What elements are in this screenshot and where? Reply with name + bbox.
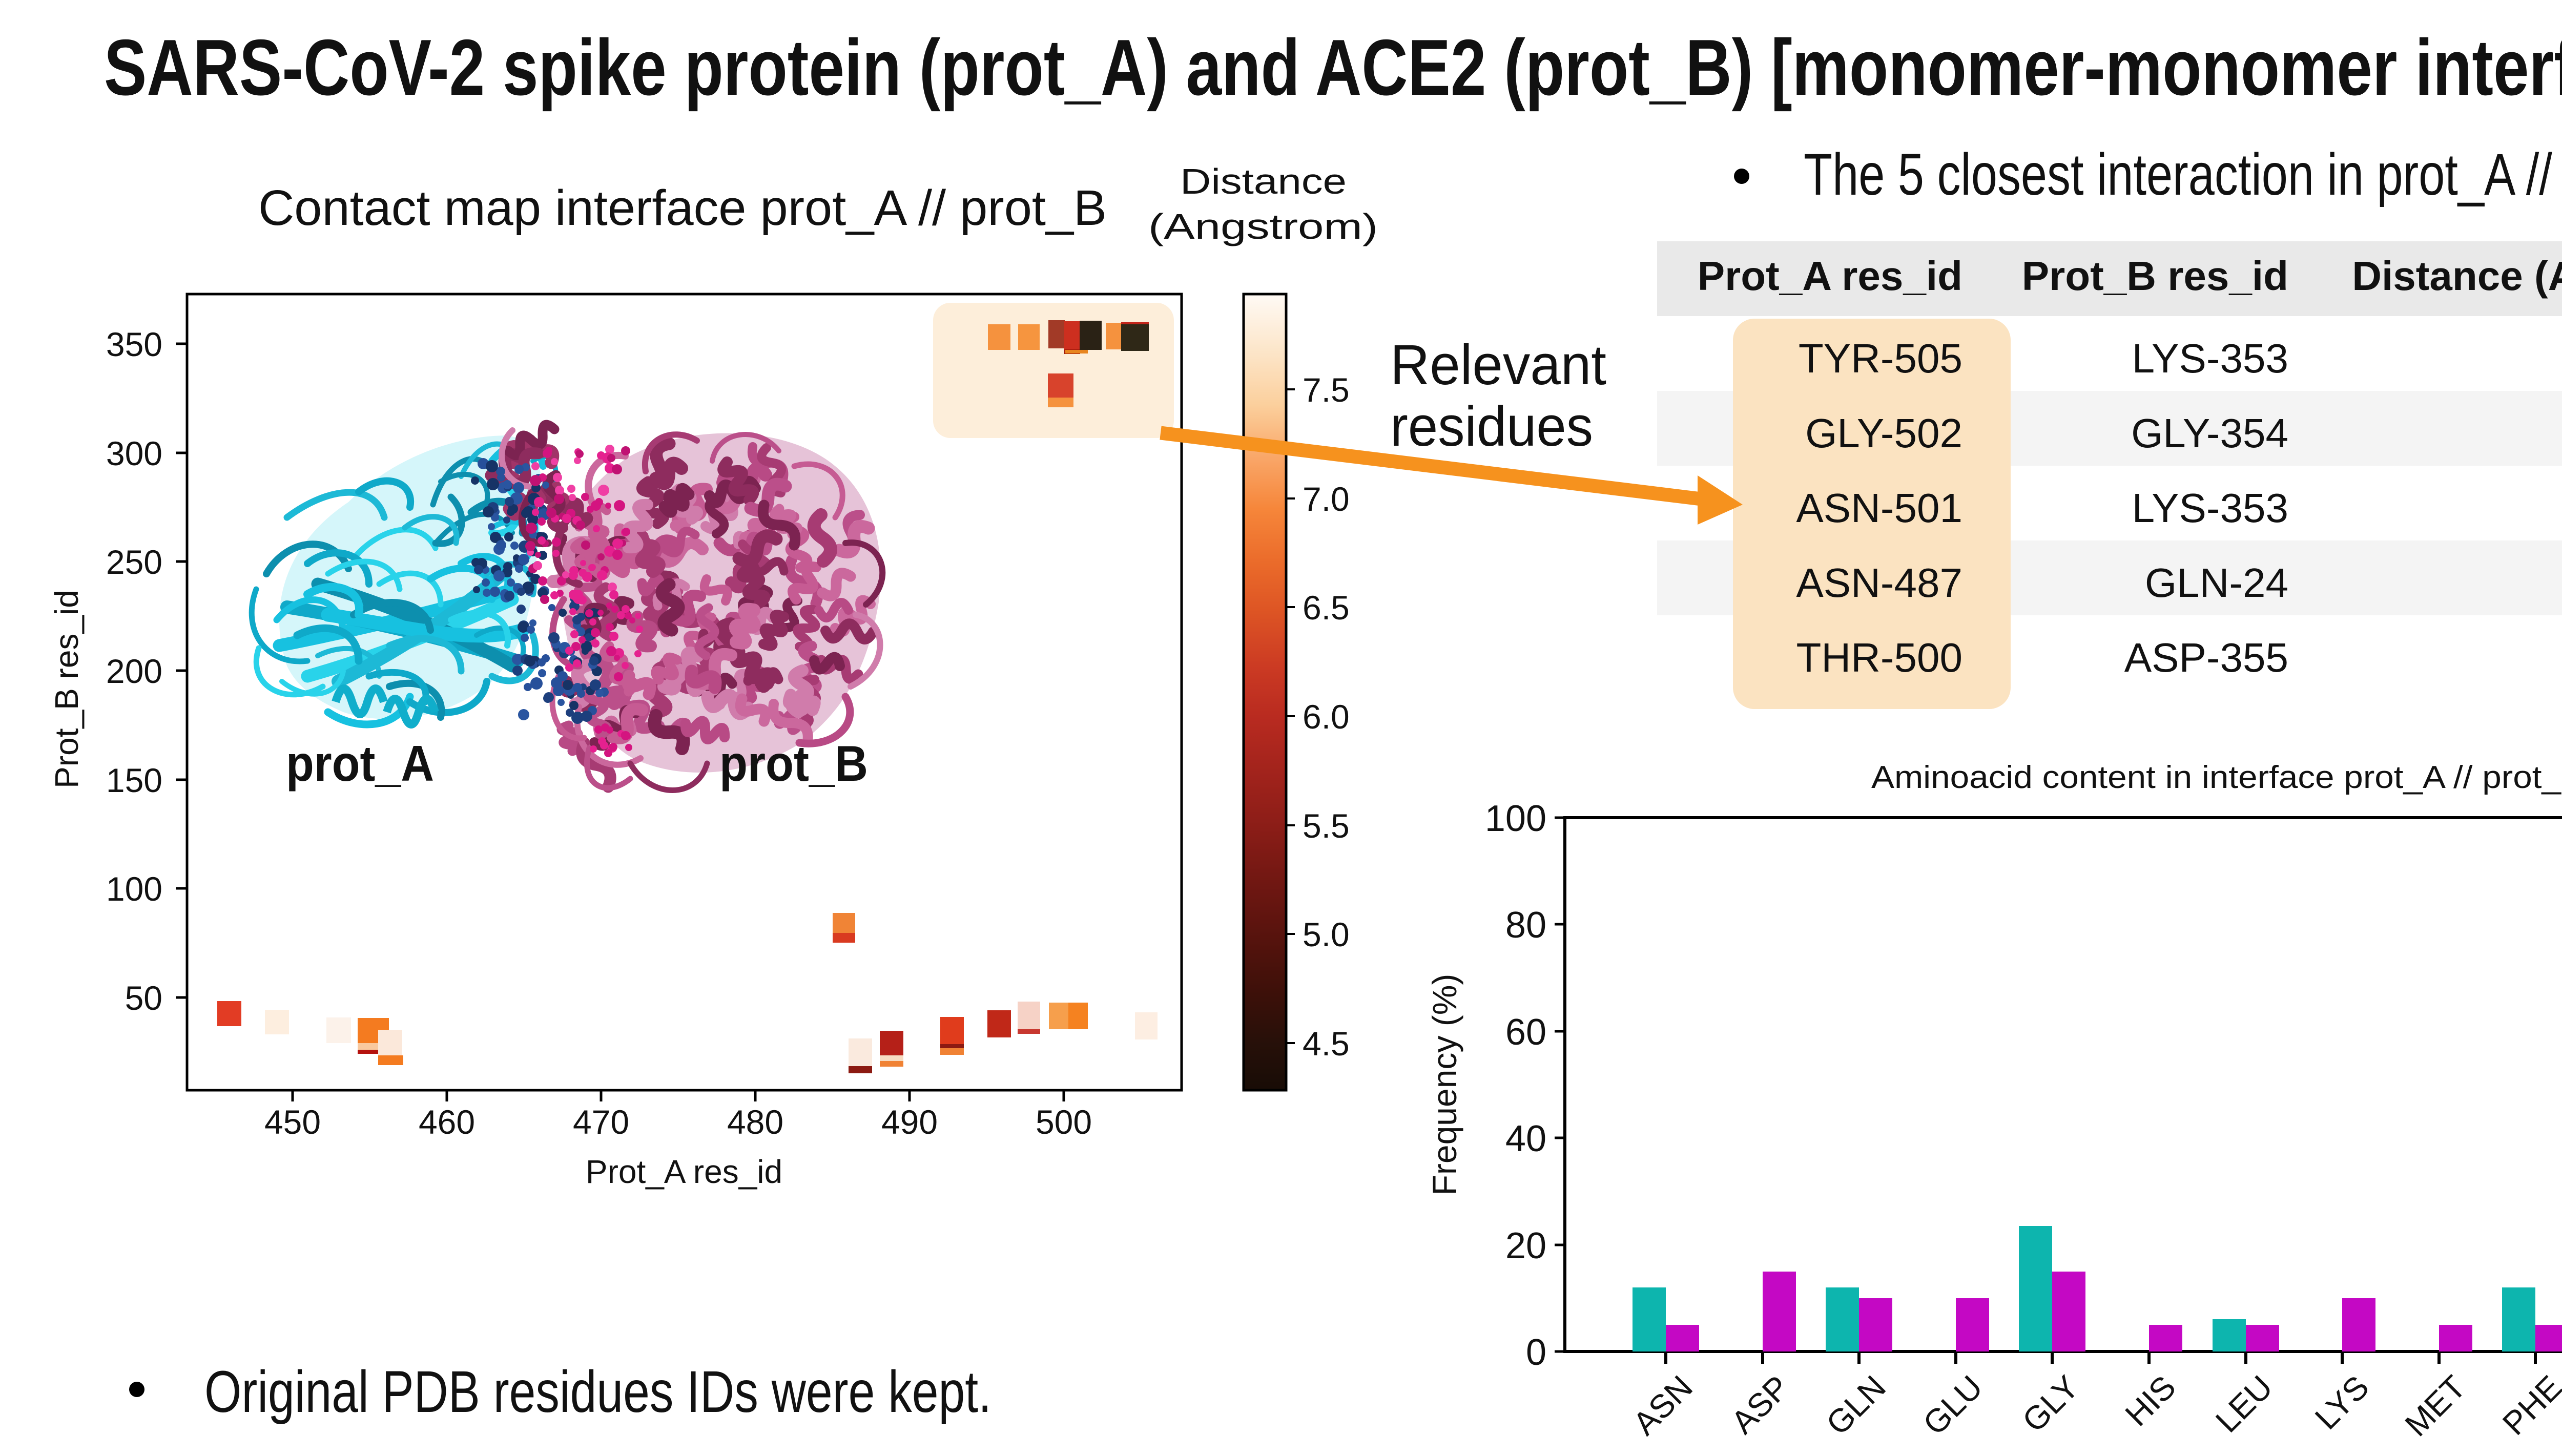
svg-text:5.0: 5.0 xyxy=(1303,916,1350,953)
svg-text:100: 100 xyxy=(1485,798,1546,839)
svg-text:Relevant: Relevant xyxy=(1390,334,1606,397)
svg-text:450: 450 xyxy=(264,1103,321,1141)
svg-text:6.5: 6.5 xyxy=(1303,589,1350,627)
svg-text:Prot_B res_id: Prot_B res_id xyxy=(48,590,85,788)
svg-text:490: 490 xyxy=(881,1103,938,1141)
svg-text:(Angstrom): (Angstrom) xyxy=(1148,206,1378,246)
svg-text:Prot_A res_id: Prot_A res_id xyxy=(586,1153,782,1190)
svg-text:Distance: Distance xyxy=(1180,161,1347,201)
svg-text:Original PDB residues IDs were: Original PDB residues IDs were kept. xyxy=(204,1359,991,1425)
svg-text:ASN-501: ASN-501 xyxy=(1796,485,1962,531)
svg-text:Contact map interface prot_A /: Contact map interface prot_A // prot_B xyxy=(258,180,1107,236)
svg-text:500: 500 xyxy=(1036,1103,1092,1141)
svg-text:SARS-CoV-2 spike protein (prot: SARS-CoV-2 spike protein (prot_A) and AC… xyxy=(104,23,2562,112)
svg-text:470: 470 xyxy=(573,1103,629,1141)
svg-text:GLY-354: GLY-354 xyxy=(2131,410,2288,456)
svg-text:7.5: 7.5 xyxy=(1303,371,1350,409)
svg-text:Aminoacid content in interface: Aminoacid content in interface prot_A //… xyxy=(1871,760,2562,795)
svg-text:350: 350 xyxy=(106,325,162,363)
svg-text:ASP-355: ASP-355 xyxy=(2124,635,2288,680)
svg-text:Prot_A res_id: Prot_A res_id xyxy=(1698,253,1962,299)
svg-text:prot_B: prot_B xyxy=(719,735,868,792)
svg-text:100: 100 xyxy=(106,870,162,908)
svg-text:Prot_B res_id: Prot_B res_id xyxy=(2022,253,2288,299)
svg-text:50: 50 xyxy=(125,979,162,1017)
svg-text:150: 150 xyxy=(106,761,162,799)
svg-text:7.0: 7.0 xyxy=(1303,480,1350,518)
svg-text:20: 20 xyxy=(1505,1225,1546,1266)
svg-text:40: 40 xyxy=(1505,1118,1546,1159)
svg-text:6.0: 6.0 xyxy=(1303,698,1350,736)
svg-text:460: 460 xyxy=(419,1103,475,1141)
svg-text:ASN-487: ASN-487 xyxy=(1796,560,1962,606)
svg-text:480: 480 xyxy=(727,1103,783,1141)
svg-text:5.5: 5.5 xyxy=(1303,807,1350,845)
svg-text:The 5 closest interaction in p: The 5 closest interaction in prot_A // p… xyxy=(1804,142,2562,207)
svg-text:THR-500: THR-500 xyxy=(1796,635,1962,680)
svg-text:TYR-505: TYR-505 xyxy=(1799,336,1962,381)
svg-text:60: 60 xyxy=(1505,1012,1546,1053)
svg-text:4.5: 4.5 xyxy=(1303,1025,1350,1063)
svg-text:80: 80 xyxy=(1505,905,1546,946)
svg-text:prot_A: prot_A xyxy=(286,735,434,792)
svg-text:GLY-502: GLY-502 xyxy=(1805,410,1962,456)
svg-text:LYS-353: LYS-353 xyxy=(2132,336,2288,381)
svg-text:0: 0 xyxy=(1526,1332,1546,1373)
svg-text:200: 200 xyxy=(106,652,162,690)
svg-text:Frequency (%): Frequency (%) xyxy=(1425,974,1463,1196)
svg-text:300: 300 xyxy=(106,434,162,472)
svg-text:LYS-353: LYS-353 xyxy=(2132,485,2288,531)
svg-text:Distance (Angstrom): Distance (Angstrom) xyxy=(2352,253,2562,299)
svg-text:GLN-24: GLN-24 xyxy=(2145,560,2288,606)
svg-text:residues: residues xyxy=(1390,395,1593,458)
svg-text:250: 250 xyxy=(106,543,162,581)
